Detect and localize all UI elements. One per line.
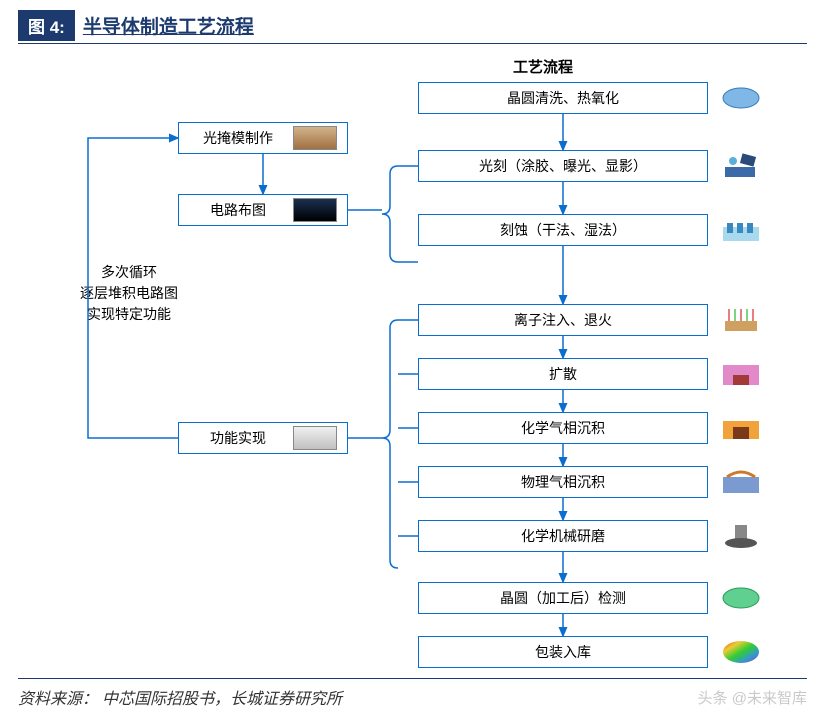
source-row: 资料来源： 中芯国际招股书，长城证券研究所 头条 @未来智库 <box>18 678 807 709</box>
left-node-mask: 光掩模制作 <box>178 122 348 154</box>
process-icon <box>718 304 764 336</box>
process-step-p3: 刻蚀（干法、湿法） <box>418 214 708 246</box>
thumbnail-icon <box>293 426 337 450</box>
left-node-label: 电路布图 <box>189 200 287 220</box>
process-step-p2: 光刻（涂胶、曝光、显影） <box>418 150 708 182</box>
figure-number-badge: 图 4: <box>18 10 75 41</box>
process-step-p10: 包装入库 <box>418 636 708 668</box>
process-step-p4: 离子注入、退火 <box>418 304 708 336</box>
thumbnail-icon <box>293 198 337 222</box>
process-step-p6: 化学气相沉积 <box>418 412 708 444</box>
figure-title-row: 图 4: 半导体制造工艺流程 <box>18 10 807 44</box>
watermark: 头条 @未来智库 <box>698 687 807 708</box>
figure-title: 半导体制造工艺流程 <box>83 12 254 39</box>
loop-caption: 多次循环逐层堆积电路图实现特定功能 <box>80 262 178 325</box>
process-icon <box>718 82 764 114</box>
thumbnail-icon <box>293 126 337 150</box>
process-step-p5: 扩散 <box>418 358 708 390</box>
process-step-p8: 化学机械研磨 <box>418 520 708 552</box>
process-icon <box>718 358 764 390</box>
left-node-layout: 电路布图 <box>178 194 348 226</box>
left-node-label: 功能实现 <box>189 428 287 448</box>
process-step-p7: 物理气相沉积 <box>418 466 708 498</box>
process-icon <box>718 214 764 246</box>
process-icon <box>718 582 764 614</box>
source-text: 资料来源： 中芯国际招股书，长城证券研究所 <box>18 685 342 709</box>
process-icon <box>718 150 764 182</box>
flowchart-diagram: 工艺流程 多次循环逐层堆积电路图实现特定功能 光掩模制作电路布图功能实现 晶圆清洗… <box>18 52 807 652</box>
right-column-header: 工艺流程 <box>513 56 573 77</box>
process-icon <box>718 466 764 498</box>
process-step-p1: 晶圆清洗、热氧化 <box>418 82 708 114</box>
process-icon <box>718 636 764 668</box>
left-node-label: 光掩模制作 <box>189 128 287 148</box>
process-icon <box>718 412 764 444</box>
left-node-func: 功能实现 <box>178 422 348 454</box>
process-icon <box>718 520 764 552</box>
process-step-p9: 晶圆（加工后）检测 <box>418 582 708 614</box>
